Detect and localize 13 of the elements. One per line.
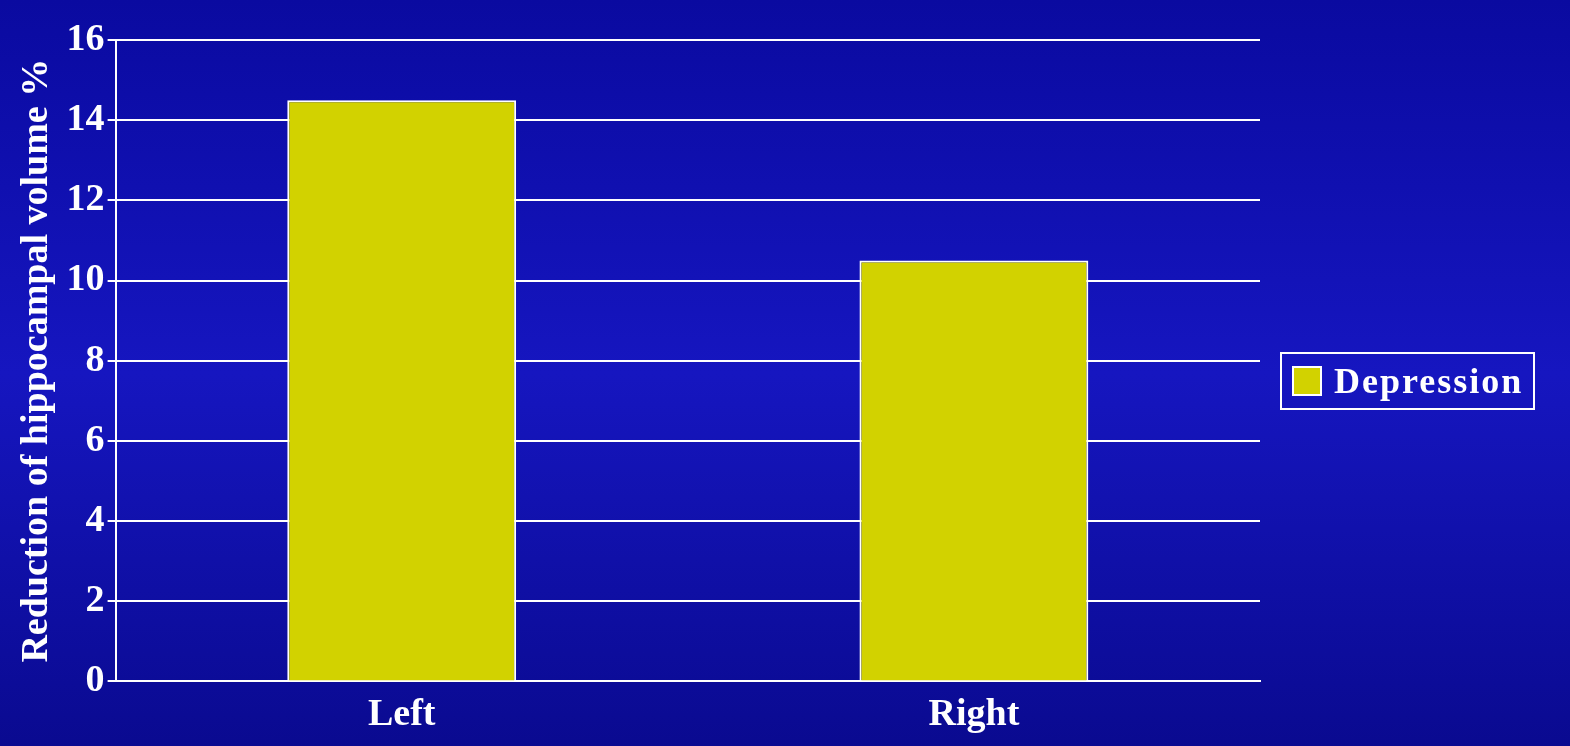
y-tick-label: 4 [85,496,105,539]
x-tick-label: Left [367,691,436,734]
y-tick-label: 6 [85,416,105,459]
y-tick-label: 0 [85,657,105,700]
y-tick-label: 2 [85,577,105,620]
y-tick-label: 8 [85,336,105,379]
y-axis-title: Reduction of hippocampal volume % [12,58,55,663]
text: Depression [1334,360,1524,402]
x-tick-label: Right [928,691,1020,734]
y-tick-label: 16 [66,15,105,58]
y-tick-label: 12 [66,176,105,219]
y-tick-label: 10 [66,256,105,299]
y-tick-label: 14 [66,95,105,138]
